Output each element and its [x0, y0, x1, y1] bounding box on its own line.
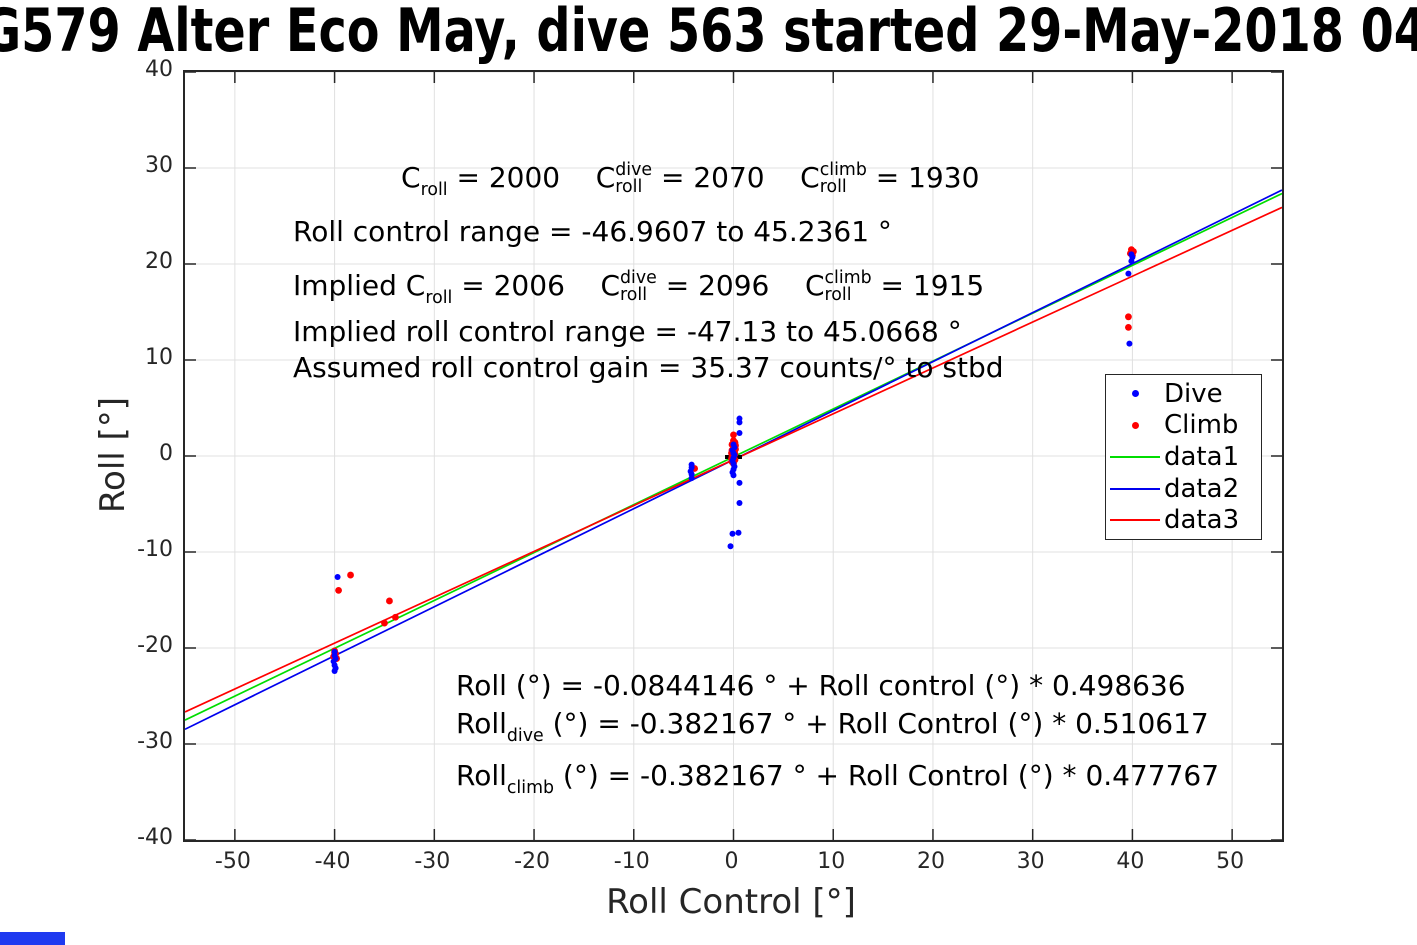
y-tick-label: -10: [137, 537, 173, 562]
y-tick-label: 40: [145, 57, 173, 82]
point-climb: [392, 613, 399, 621]
point-climb: [335, 587, 342, 594]
x-tick-label: -30: [414, 849, 451, 874]
legend-entry-data1: data1: [1106, 441, 1261, 472]
x-tick-label: 40: [1116, 849, 1145, 874]
point-climb: [347, 571, 354, 579]
chart-canvas: [185, 72, 1282, 840]
point-dive: [736, 479, 743, 486]
y-tick-label: 0: [159, 441, 173, 466]
y-tick-label: 30: [145, 153, 173, 178]
figure-title: G579 Alter Eco May, dive 563 started 29-…: [0, 0, 1417, 66]
point-dive: [735, 529, 742, 536]
point-dive: [331, 668, 338, 675]
x-tick-label: -40: [314, 849, 351, 874]
y-tick-label: 20: [145, 249, 173, 274]
annotation-gain: Assumed roll control gain = 35.37 counts…: [293, 351, 1004, 384]
point-climb: [1125, 313, 1132, 321]
point-dive: [729, 530, 736, 537]
point-dive: [736, 429, 743, 436]
point-climb: [386, 597, 393, 605]
equation-fit-all: Roll (°) = -0.0844146 ° + Roll control (…: [456, 669, 1186, 702]
legend-marker: [1110, 487, 1160, 490]
equation-fit-climb: Rollclimb (°) = -0.382167 ° + Roll Contr…: [456, 759, 1220, 798]
point-climb: [381, 619, 388, 627]
legend-marker: [1110, 519, 1160, 522]
legend-label: data3: [1164, 505, 1240, 536]
point-dive: [688, 475, 695, 482]
y-tick-label: -30: [137, 729, 173, 754]
x-tick-label: 50: [1216, 849, 1245, 874]
legend: Dive Climb data1 data2 data3: [1105, 374, 1262, 540]
legend-marker: [1131, 390, 1139, 398]
point-dive: [727, 543, 734, 550]
point-dive: [730, 472, 737, 479]
legend-entry-data3: data3: [1106, 505, 1261, 536]
y-axis-label: Roll [°]: [93, 396, 133, 514]
x-tick-label: -50: [214, 849, 251, 874]
annotation-implied-range: Implied roll control range = -47.13 to 4…: [293, 315, 962, 348]
point-dive: [1126, 340, 1133, 347]
legend-dot-icon: [1106, 421, 1164, 429]
legend-label: data2: [1164, 473, 1240, 504]
legend-entry-data2: data2: [1106, 473, 1261, 504]
y-tick-label: -40: [137, 825, 173, 850]
legend-entry-dive: Dive: [1106, 378, 1261, 409]
x-tick-label: 0: [724, 849, 739, 874]
x-tick-label: -20: [514, 849, 550, 874]
legend-marker: [1131, 421, 1139, 429]
y-tick-label: 10: [145, 345, 173, 370]
point-dive: [334, 573, 341, 580]
point-climb: [1125, 323, 1132, 331]
point-dive: [736, 500, 743, 507]
point-dive: [736, 419, 743, 426]
x-axis-label: Roll Control [°]: [606, 882, 856, 922]
x-tick-label: -10: [613, 849, 650, 874]
taskbar-fragment: [0, 932, 65, 945]
x-tick-label: 10: [817, 849, 846, 874]
legend-entry-climb: Climb: [1106, 410, 1261, 441]
point-dive: [1128, 258, 1135, 265]
legend-marker: [1110, 455, 1160, 458]
legend-dot-icon: [1106, 390, 1164, 398]
legend-line-icon: [1106, 519, 1164, 522]
x-tick-label: 30: [1016, 849, 1045, 874]
point-dive: [1125, 270, 1132, 277]
legend-line-icon: [1106, 487, 1164, 490]
legend-label: Dive: [1164, 378, 1223, 409]
legend-line-icon: [1106, 455, 1164, 458]
equation-fit-dive: Rolldive (°) = -0.382167 ° + Roll Contro…: [456, 707, 1209, 746]
legend-label: Climb: [1164, 410, 1239, 441]
point-climb: [730, 431, 737, 439]
legend-label: data1: [1164, 441, 1240, 472]
annotation-roll-range: Roll control range = -46.9607 to 45.2361…: [293, 215, 892, 248]
y-tick-label: -20: [137, 633, 173, 658]
x-tick-label: 20: [916, 849, 945, 874]
